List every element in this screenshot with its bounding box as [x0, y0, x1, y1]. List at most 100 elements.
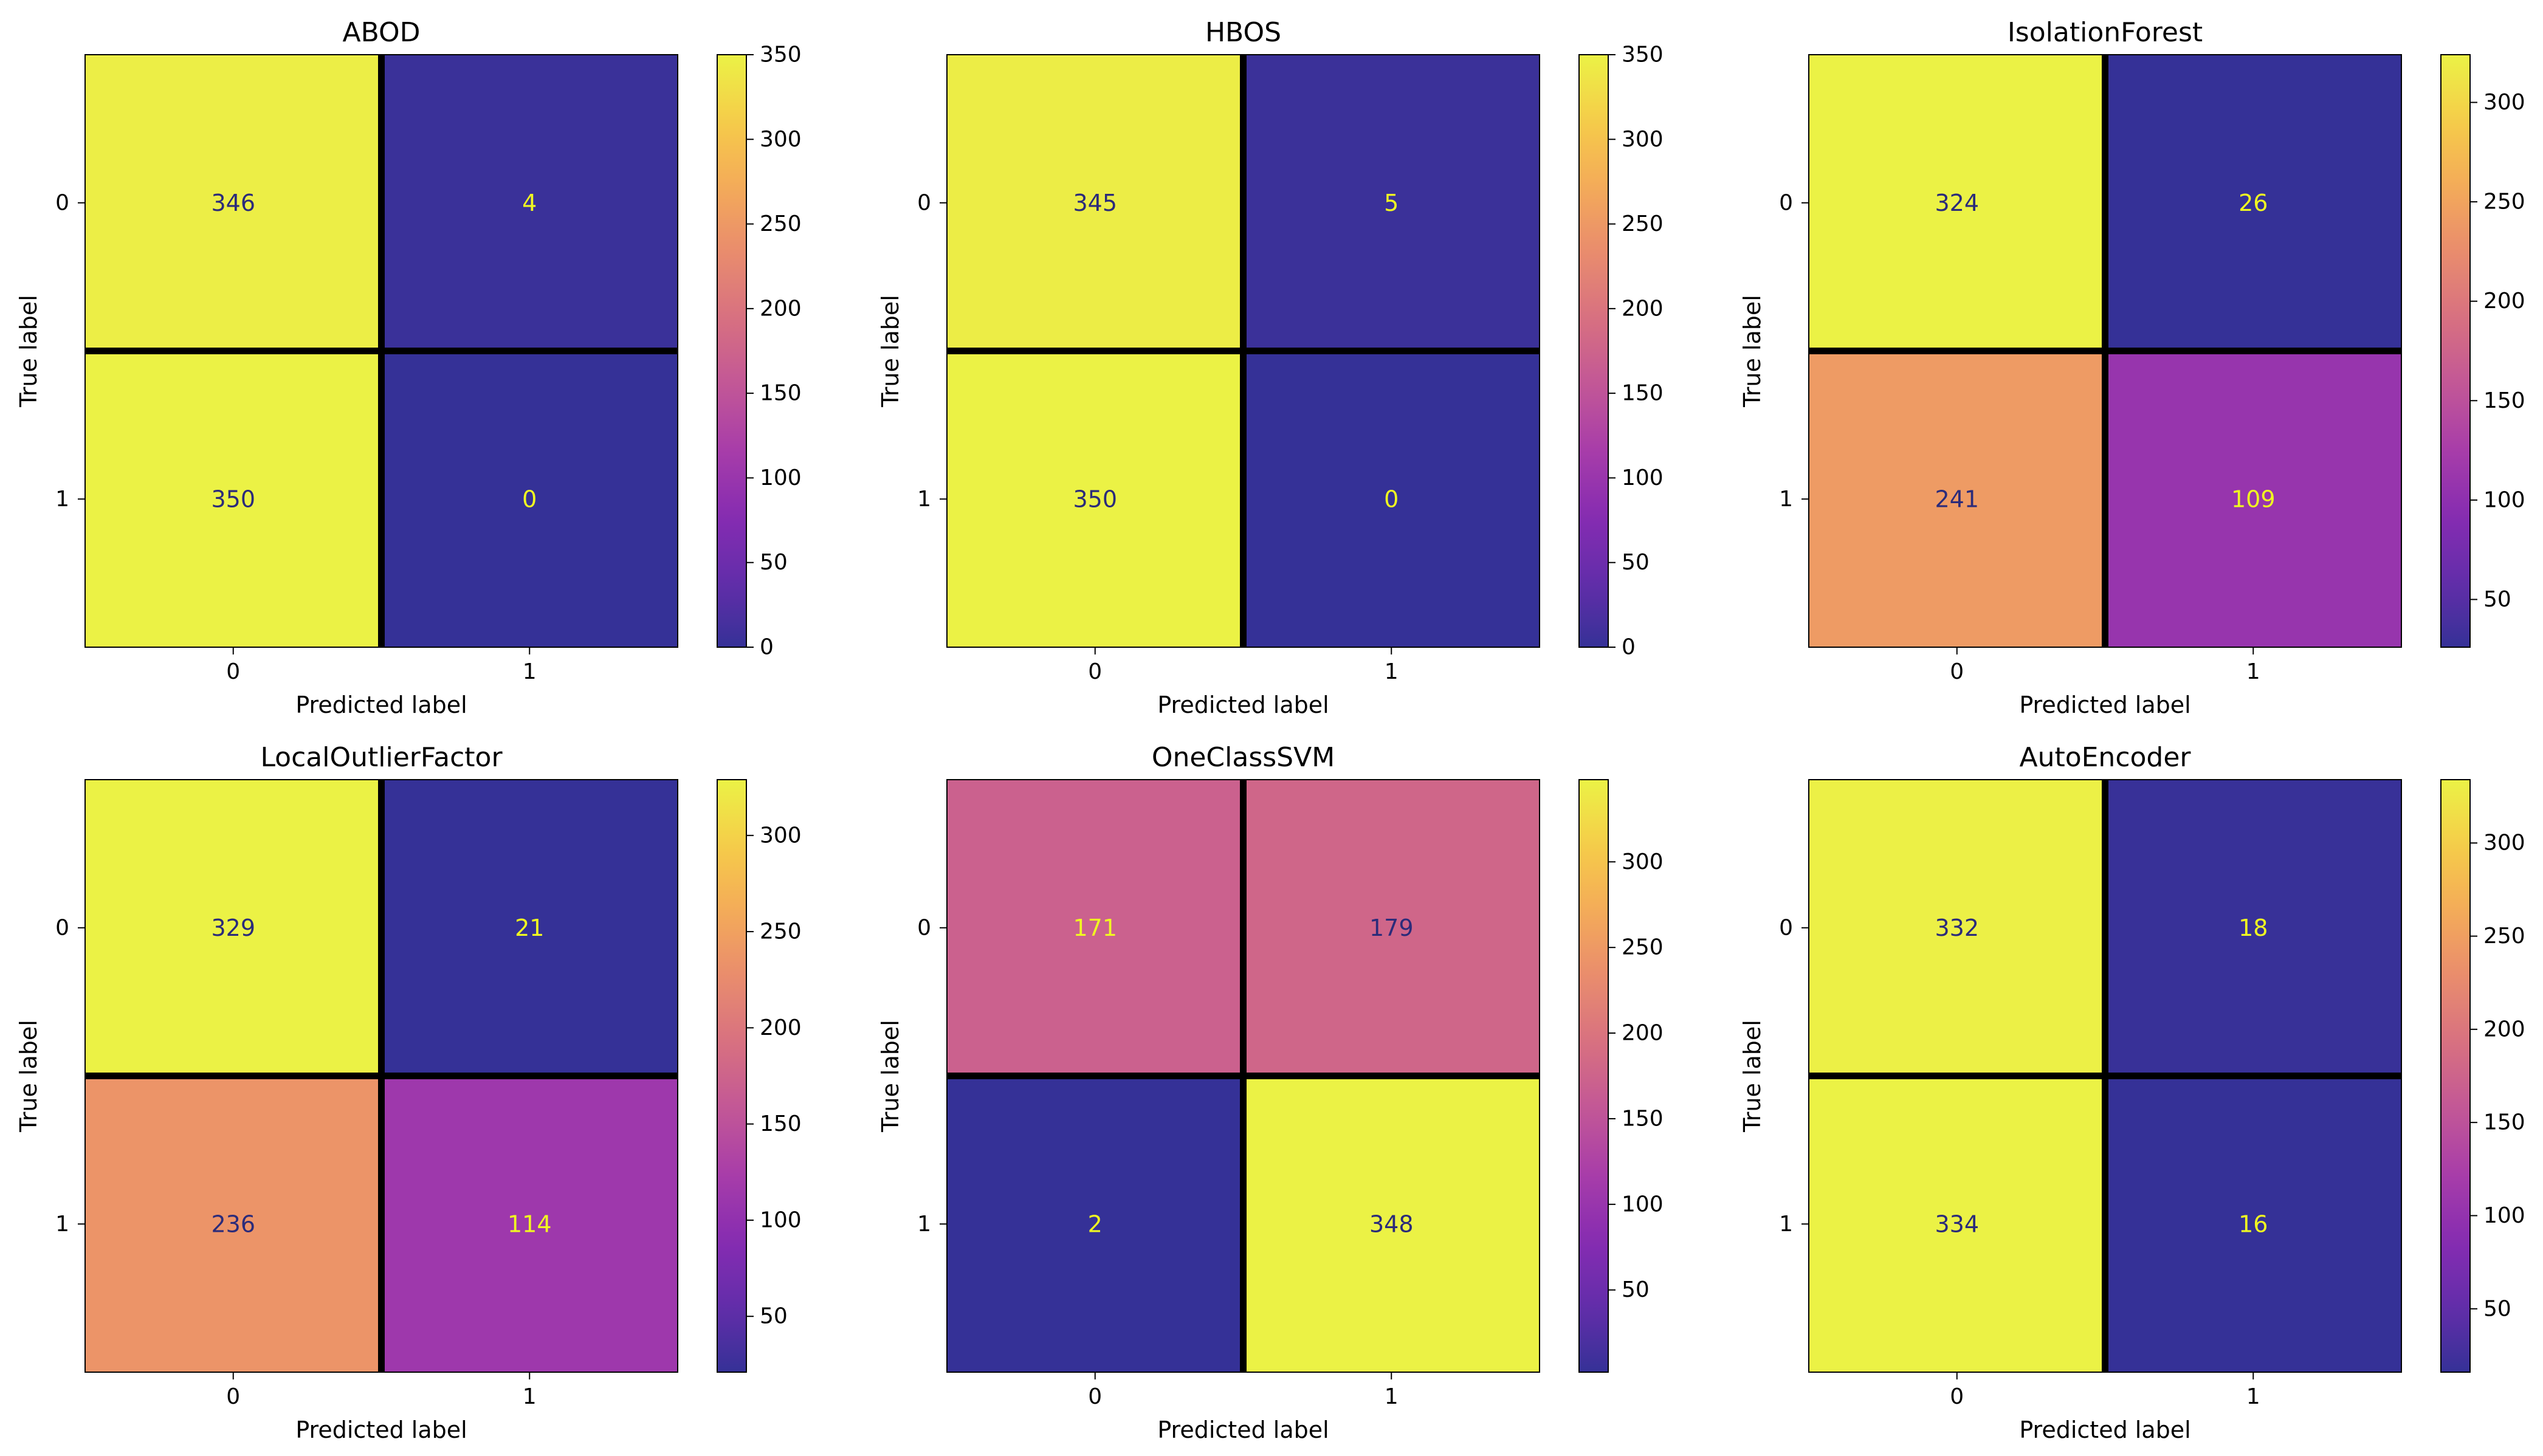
confusion-matrix-panel: AutoEncoder 332 18 334 16 0 1 0 1 Predicted label… — [1739, 742, 2525, 1443]
colorbar-tick-label: 50 — [760, 1304, 788, 1329]
colorbar-tick-label: 200 — [1622, 1021, 1664, 1046]
y-tick-label: 0 — [1779, 190, 1793, 215]
chart-title: OneClassSVM — [1152, 742, 1335, 773]
heatmap-cell — [1809, 780, 2105, 1076]
x-tick-label: 1 — [2246, 1384, 2260, 1409]
chart-title: HBOS — [1205, 17, 1281, 48]
colorbar-tick-label: 100 — [2483, 1203, 2525, 1228]
colorbar-tick-label: 250 — [1622, 211, 1664, 236]
colorbar-tick-label: 300 — [760, 823, 802, 848]
cell-value-label: 348 — [1369, 1210, 1414, 1237]
x-tick-label: 0 — [1088, 1384, 1102, 1409]
colorbar-tick-label: 200 — [760, 1015, 802, 1040]
cell-value-label: 114 — [508, 1210, 552, 1237]
x-axis-label: Predicted label — [1157, 692, 1329, 718]
colorbar — [2440, 779, 2471, 1373]
cell-value-label: 21 — [515, 915, 544, 941]
x-tick-label: 1 — [523, 1384, 537, 1409]
axes-frame — [946, 779, 1540, 1373]
y-tick-label: 0 — [55, 915, 69, 940]
colorbar-tick-label: 200 — [760, 296, 802, 321]
colorbar-tick-label: 300 — [2483, 831, 2525, 856]
x-axis-label: Predicted label — [295, 692, 467, 718]
axes-frame — [1808, 779, 2402, 1373]
heatmap-cell — [381, 780, 678, 1076]
x-tick-label: 0 — [1950, 659, 1964, 684]
cell-value-label: 5 — [1384, 190, 1399, 216]
colorbar-tick-label: 150 — [2483, 388, 2525, 413]
colorbar-tick-label: 100 — [760, 1207, 802, 1232]
colorbar-tick-label: 150 — [2483, 1110, 2525, 1135]
y-tick-label: 1 — [1779, 1212, 1793, 1237]
x-axis-label: Predicted label — [2019, 1417, 2190, 1443]
colorbar-tick-label: 0 — [1622, 635, 1636, 660]
cell-value-label: 332 — [1935, 915, 1979, 941]
heatmap-cell — [1243, 1076, 1540, 1372]
axes-frame — [84, 779, 678, 1373]
x-tick-label: 0 — [226, 1384, 240, 1409]
colorbar-tick-label: 350 — [760, 43, 802, 67]
y-tick-label: 1 — [55, 1212, 69, 1237]
colorbar-tick-label: 300 — [1622, 850, 1664, 874]
colorbar-tick-label: 250 — [1622, 935, 1664, 960]
y-tick-label: 1 — [917, 1212, 931, 1237]
heatmap-cell — [1243, 780, 1540, 1076]
chart-title: AutoEncoder — [2019, 742, 2191, 773]
cell-value-label: 324 — [1935, 190, 1979, 216]
colorbar-tick-label: 300 — [760, 127, 802, 152]
heatmap-cell — [1243, 55, 1540, 351]
y-axis-label: True label — [15, 295, 42, 408]
colorbar-tick-label: 100 — [1622, 1192, 1664, 1217]
colorbar — [717, 54, 747, 648]
confusion-matrix-panels: ABOD 346 4 350 0 0 1 0 1 Predicted label True labe… — [15, 17, 2525, 1443]
cell-value-label: 4 — [522, 190, 537, 216]
cell-value-label: 18 — [2238, 915, 2268, 941]
y-axis-label: True label — [1739, 1020, 1766, 1133]
heatmap-cell — [1809, 55, 2105, 351]
cell-value-label: 2 — [1088, 1210, 1103, 1237]
y-tick-label: 1 — [1779, 487, 1793, 512]
heatmap-cell — [947, 780, 1244, 1076]
x-tick-label: 0 — [1950, 1384, 1964, 1409]
heatmap-cell — [85, 1076, 382, 1372]
x-tick-label: 1 — [2246, 659, 2260, 684]
axes-frame — [1808, 54, 2402, 648]
confusion-matrix-panel: HBOS 345 5 350 0 0 1 0 1 Predicted label True labe… — [877, 17, 1664, 718]
colorbar — [2440, 54, 2471, 648]
colorbar-tick-label: 0 — [760, 635, 774, 660]
x-axis-label: Predicted label — [295, 1417, 467, 1443]
colorbar-tick-label: 300 — [1622, 127, 1664, 152]
colorbar-tick-label: 200 — [2483, 289, 2525, 314]
colorbar-tick-label: 350 — [1622, 43, 1664, 67]
cell-value-label: 350 — [211, 486, 255, 512]
colorbar-tick-label: 100 — [2483, 487, 2525, 512]
colorbar-tick-label: 50 — [2483, 1296, 2511, 1321]
colorbar-tick-label: 50 — [2483, 587, 2511, 612]
colorbar-tick-label: 50 — [1622, 1277, 1650, 1302]
cell-value-label: 345 — [1073, 190, 1117, 216]
colorbar — [717, 779, 747, 1373]
x-tick-label: 1 — [1385, 659, 1399, 684]
cell-value-label: 0 — [522, 486, 537, 512]
cell-value-label: 236 — [211, 1210, 255, 1237]
heatmap-cell — [2105, 55, 2401, 351]
colorbar-tick-label: 250 — [760, 919, 802, 944]
heatmap-cell — [947, 351, 1244, 647]
colorbar-tick-label: 150 — [1622, 1106, 1664, 1131]
heatmap-cell — [1243, 351, 1540, 647]
colorbar-tick-label: 150 — [760, 381, 802, 406]
colorbar-tick-label: 250 — [2483, 190, 2525, 215]
colorbar-tick-label: 50 — [760, 550, 788, 575]
colorbar-tick-label: 200 — [2483, 1017, 2525, 1042]
cell-value-label: 171 — [1073, 915, 1117, 941]
cell-value-label: 0 — [1384, 486, 1399, 512]
confusion-matrix-panel: IsolationForest 324 26 241 109 0 1 0 1 Predicted … — [1739, 17, 2525, 718]
colorbar — [1578, 54, 1609, 648]
chart-title: LocalOutlierFactor — [260, 742, 503, 773]
y-axis-label: True label — [15, 1020, 42, 1133]
heatmap-cell — [85, 780, 382, 1076]
cell-value-label: 109 — [2231, 486, 2276, 512]
colorbar-tick-label: 150 — [1622, 381, 1664, 406]
cell-value-label: 329 — [211, 915, 255, 941]
